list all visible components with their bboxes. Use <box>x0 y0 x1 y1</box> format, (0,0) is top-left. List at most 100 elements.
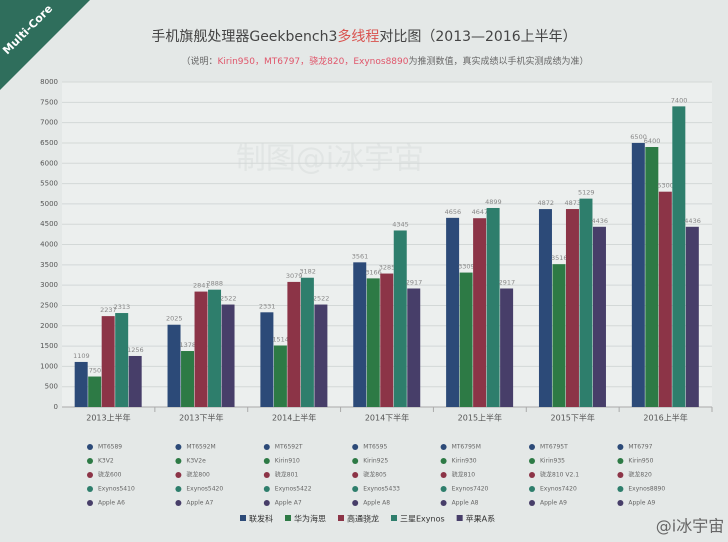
chip-dot <box>352 472 359 478</box>
value-label: 7400 <box>671 96 688 104</box>
legend-swatch <box>240 515 246 521</box>
bar <box>101 316 115 407</box>
value-label: 6500 <box>630 133 647 141</box>
bar <box>115 313 129 407</box>
y-tick-label: 6500 <box>40 139 58 147</box>
chart-subtitle: （说明：Kirin950，MT6797，骁龙820，Exynos8890为推测数… <box>181 55 588 67</box>
value-label: 4345 <box>392 220 409 228</box>
y-tick-label: 2500 <box>40 301 58 309</box>
chip-label: Kirin930 <box>452 458 477 465</box>
value-label: 1256 <box>127 346 144 354</box>
chip-label: 骁龙600 <box>98 471 122 479</box>
chip-label: Exynos8890 <box>628 486 665 493</box>
chip-label: MT6592M <box>186 444 215 451</box>
y-tick-label: 7500 <box>40 98 58 106</box>
value-label: 2313 <box>114 303 131 311</box>
bar <box>74 361 88 407</box>
chip-label: K3V2e <box>186 458 206 465</box>
value-label: 1514 <box>272 335 289 343</box>
bar <box>631 142 645 407</box>
value-label: 5129 <box>578 189 595 197</box>
value-label: 3166 <box>365 268 382 276</box>
chip-dot <box>529 458 535 464</box>
value-label: 2841 <box>193 282 210 290</box>
chip-label: MT6592T <box>275 444 303 451</box>
y-tick-label: 5000 <box>40 200 58 208</box>
badge-bg <box>0 0 90 90</box>
chip-label: MT6589 <box>98 444 122 451</box>
x-tick-label: 2013上半年 <box>86 413 130 423</box>
chip-dot <box>529 500 535 506</box>
chip-dot <box>617 486 624 492</box>
chip-label: Exynos7420 <box>540 486 577 493</box>
legend-label: 联发科 <box>249 514 273 524</box>
bar <box>353 262 367 407</box>
value-label: 3516 <box>551 254 568 262</box>
chip-dot <box>175 486 182 492</box>
bar <box>366 278 380 407</box>
bar <box>486 207 500 407</box>
value-label: 3309 <box>458 263 475 271</box>
chip-dot <box>440 500 447 506</box>
value-label: 750 <box>89 367 101 375</box>
chip-dot <box>263 458 270 464</box>
chip-label: Apple A7 <box>186 500 213 507</box>
chip-label: Exynos5433 <box>363 486 400 493</box>
value-label: 5300 <box>657 182 674 190</box>
chip-label: Kirin910 <box>275 458 300 465</box>
bar <box>552 264 566 407</box>
legend-label: 高通骁龙 <box>347 514 379 524</box>
y-tick-label: 0 <box>54 403 58 411</box>
chip-dot <box>87 486 93 492</box>
value-label: 4899 <box>485 198 502 206</box>
chip-label: Exynos5410 <box>98 486 135 493</box>
legend-label: 三星Exynos <box>400 515 445 524</box>
chip-dot <box>352 458 359 464</box>
chip-dot <box>440 444 447 450</box>
value-label: 4873 <box>564 199 581 207</box>
bar <box>393 230 407 407</box>
value-label: 4647 <box>472 208 489 216</box>
y-tick-label: 4000 <box>40 241 58 249</box>
bar <box>221 304 235 407</box>
bar <box>672 106 686 407</box>
chip-dot <box>617 472 624 478</box>
chip-dot <box>617 444 624 450</box>
chip-dot <box>175 472 182 478</box>
x-tick-label: 2013下半年 <box>179 413 223 423</box>
bar <box>538 209 552 407</box>
value-label: 2331 <box>259 302 276 310</box>
chip-dot <box>617 458 624 464</box>
chip-dot <box>87 458 93 464</box>
x-tick-label: 2015下半年 <box>551 413 595 423</box>
chip-dot <box>352 486 359 492</box>
value-label: 3182 <box>299 268 316 276</box>
chip-dot <box>87 472 93 478</box>
value-label: 4436 <box>591 217 608 225</box>
chip-label: K3V2 <box>98 458 114 465</box>
chip-dot <box>175 444 182 450</box>
bar <box>260 312 274 407</box>
value-label: 4656 <box>445 208 462 216</box>
chip-dot <box>440 472 447 478</box>
chip-dot <box>263 486 270 492</box>
text-part: Kirin950，MT6797，骁龙820，Exynos8890 <box>218 55 409 67</box>
y-tick-label: 2000 <box>40 322 58 330</box>
y-tick-label: 1500 <box>40 342 58 350</box>
chip-label: Apple A8 <box>452 500 479 507</box>
chip-dot <box>529 472 535 478</box>
chip-label: Apple A9 <box>540 500 567 507</box>
value-label: 2025 <box>166 315 183 323</box>
chip-dot <box>529 444 535 450</box>
credit: @i冰宇宙 <box>656 517 724 536</box>
x-tick-label: 2015上半年 <box>458 413 502 423</box>
bar <box>592 226 606 407</box>
chip-label: Apple A8 <box>363 500 390 507</box>
value-label: 3079 <box>286 272 303 280</box>
value-label: 2917 <box>406 278 423 286</box>
y-tick-label: 4500 <box>40 220 58 228</box>
chip-dot <box>352 500 359 506</box>
chip-label: 骁龙820 <box>628 471 652 479</box>
chip-label: 骁龙805 <box>363 471 387 479</box>
